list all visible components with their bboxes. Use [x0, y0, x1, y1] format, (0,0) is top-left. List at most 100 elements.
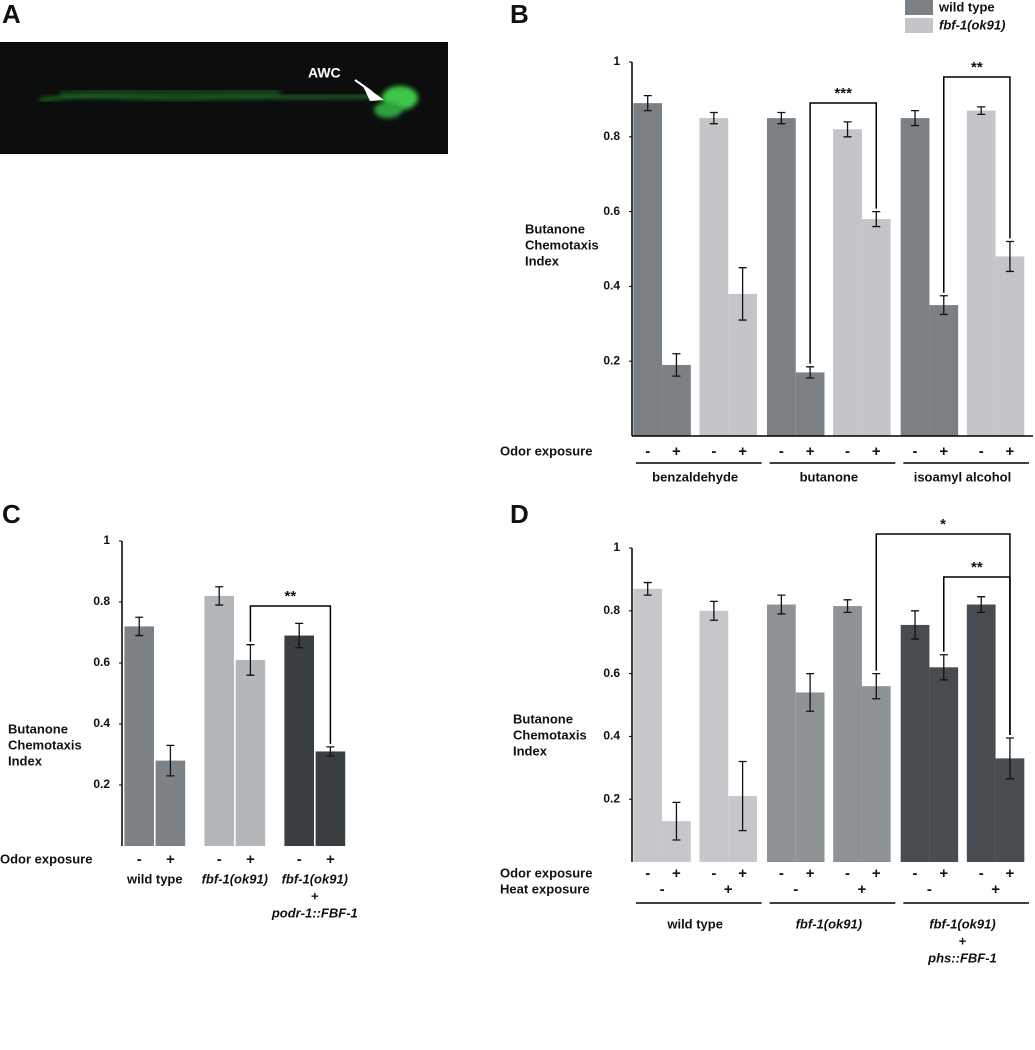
row-label: Odor exposure	[500, 443, 592, 458]
x-tick-label: -	[779, 443, 784, 460]
y-tick-label: 1	[613, 540, 620, 554]
x-tick-label: +	[724, 881, 733, 898]
error-bar	[1005, 737, 1014, 780]
y-tick-label: 0.4	[603, 279, 620, 293]
x-tick-label: -	[845, 865, 850, 882]
x-tick-label: -	[913, 865, 918, 882]
legend-label: fbf-1(ok91)	[939, 17, 1005, 32]
bar	[995, 256, 1025, 436]
x-tick-label: +	[806, 865, 815, 882]
significance-label: **	[971, 59, 983, 76]
x-tick-label: -	[979, 443, 984, 460]
x-tick-label: +	[1006, 865, 1015, 882]
error-bar	[135, 616, 144, 637]
group-label: +	[959, 933, 967, 948]
y-tick-label: 0.4	[603, 729, 620, 743]
x-tick-label: +	[326, 851, 335, 868]
error-bar	[709, 600, 718, 621]
bar	[833, 129, 862, 436]
bar	[767, 118, 796, 436]
y-tick-label: 0.6	[93, 655, 110, 669]
bar	[795, 372, 825, 436]
error-bar	[672, 801, 681, 841]
x-tick-label: -	[793, 881, 798, 898]
group-label: fbf-1(ok91)	[796, 916, 862, 931]
group-label: fbf-1(ok91)	[929, 916, 995, 931]
legend-swatch	[905, 18, 933, 33]
bar	[124, 626, 154, 846]
y-axis-label: Chemotaxis	[525, 237, 599, 252]
y-axis-label: Butanone	[525, 221, 585, 236]
bar	[966, 110, 996, 437]
bar	[929, 667, 959, 862]
y-tick-label: 0.6	[603, 204, 620, 218]
y-axis-label: Chemotaxis	[513, 727, 587, 742]
bar	[861, 219, 891, 436]
y-axis-label: Index	[525, 253, 560, 268]
row-label: Odor exposure	[500, 865, 592, 880]
x-tick-label: +	[738, 865, 747, 882]
group-label: butanone	[800, 469, 859, 484]
error-bar	[806, 366, 815, 379]
y-tick-label: 0.8	[603, 129, 620, 143]
x-tick-label: -	[845, 443, 850, 460]
row-label: Heat exposure	[500, 881, 590, 896]
error-bar	[215, 586, 224, 606]
significance-label: *	[940, 516, 946, 533]
bar	[633, 103, 663, 436]
y-tick-label: 0.2	[93, 777, 110, 791]
y-tick-label: 0.4	[93, 716, 110, 730]
y-axis-label: Chemotaxis	[8, 737, 82, 752]
x-tick-label: +	[872, 865, 881, 882]
significance-bracket	[943, 76, 1011, 293]
bar	[699, 118, 729, 436]
x-tick-label: -	[779, 865, 784, 882]
error-bar	[843, 121, 852, 138]
group-label: +	[311, 888, 319, 903]
x-tick-label: +	[166, 851, 175, 868]
x-tick-label: -	[645, 865, 650, 882]
error-bar	[872, 672, 881, 700]
group-label: fbf-1(ok91)	[202, 871, 268, 886]
legend-label: wild type	[938, 0, 995, 14]
micrograph: AWC	[0, 42, 448, 154]
bar	[929, 305, 959, 436]
significance-label: ***	[834, 85, 852, 102]
x-tick-label: -	[660, 881, 665, 898]
group-label: fbf-1(ok91)	[282, 871, 348, 886]
error-bar	[777, 111, 786, 125]
x-tick-label: +	[858, 881, 867, 898]
error-bar	[643, 581, 652, 596]
y-tick-label: 0.2	[603, 791, 620, 805]
bar	[235, 659, 266, 846]
bar	[315, 751, 346, 846]
significance-label: **	[971, 559, 983, 576]
y-tick-label: 0.6	[603, 666, 620, 680]
x-tick-label: -	[913, 443, 918, 460]
error-bar	[295, 622, 304, 649]
group-label: wild type	[126, 871, 183, 886]
significance-bracket	[809, 102, 878, 364]
y-axis-label: Index	[8, 753, 43, 768]
significance-label: **	[285, 588, 297, 605]
group-label: podr-1::FBF-1	[271, 905, 358, 920]
x-tick-label: +	[672, 865, 681, 882]
y-tick-label: 0.8	[603, 603, 620, 617]
bar	[767, 604, 796, 862]
x-tick-label: -	[927, 881, 932, 898]
panel-label: D	[510, 499, 529, 529]
bar	[204, 595, 234, 846]
y-axis-label: Butanone	[513, 711, 573, 726]
error-bar	[738, 760, 747, 832]
error-bar	[326, 746, 335, 757]
group-label: phs::FBF-1	[927, 950, 997, 965]
bar	[699, 610, 729, 862]
bar	[633, 588, 663, 862]
error-bar	[977, 106, 986, 116]
group-label: isoamyl alcohol	[914, 469, 1012, 484]
bar	[833, 606, 862, 862]
error-bar	[911, 610, 920, 640]
x-tick-label: +	[939, 865, 948, 882]
